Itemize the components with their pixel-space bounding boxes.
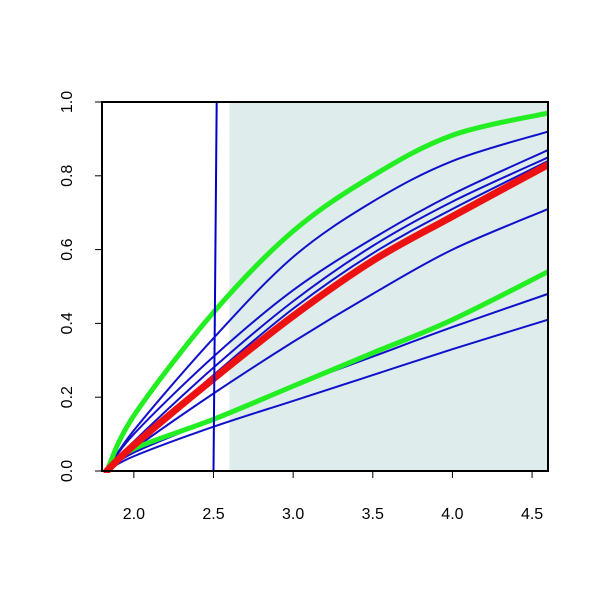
shaded-region bbox=[229, 102, 548, 471]
y-tick-label: 0.4 bbox=[59, 312, 76, 334]
y-tick-label: 0.2 bbox=[59, 386, 76, 408]
series-line-lower-bound-2 bbox=[104, 269, 548, 473]
x-tick-label: 2.5 bbox=[202, 506, 224, 523]
x-tick-label: 2.0 bbox=[123, 506, 145, 523]
x-tick-label: 3.0 bbox=[282, 506, 304, 523]
series-line-sample-4 bbox=[105, 148, 548, 472]
background-layer bbox=[229, 102, 548, 471]
y-tick-label: 0.8 bbox=[59, 165, 76, 187]
series-line-sample-9 bbox=[105, 318, 548, 472]
y-tick-label: 0.6 bbox=[59, 238, 76, 260]
axes-layer: 2.0 2.5 3.0 3.5 4.0 4.5 0.0 0.2 0.4 0.6 0.8 1.0 bbox=[59, 91, 549, 523]
series-line-sample-3 bbox=[105, 130, 548, 472]
y-tick-label: 1.0 bbox=[59, 91, 76, 113]
x-tick-label: 4.0 bbox=[441, 506, 463, 523]
series-line-upper-bound-1 bbox=[104, 110, 548, 473]
x-tick-label: 4.5 bbox=[521, 506, 543, 523]
plot-frame bbox=[101, 101, 549, 472]
y-tick-label: 0.0 bbox=[59, 460, 76, 482]
x-tick-label: 3.5 bbox=[362, 506, 384, 523]
series-line-reference-0 bbox=[103, 161, 548, 473]
